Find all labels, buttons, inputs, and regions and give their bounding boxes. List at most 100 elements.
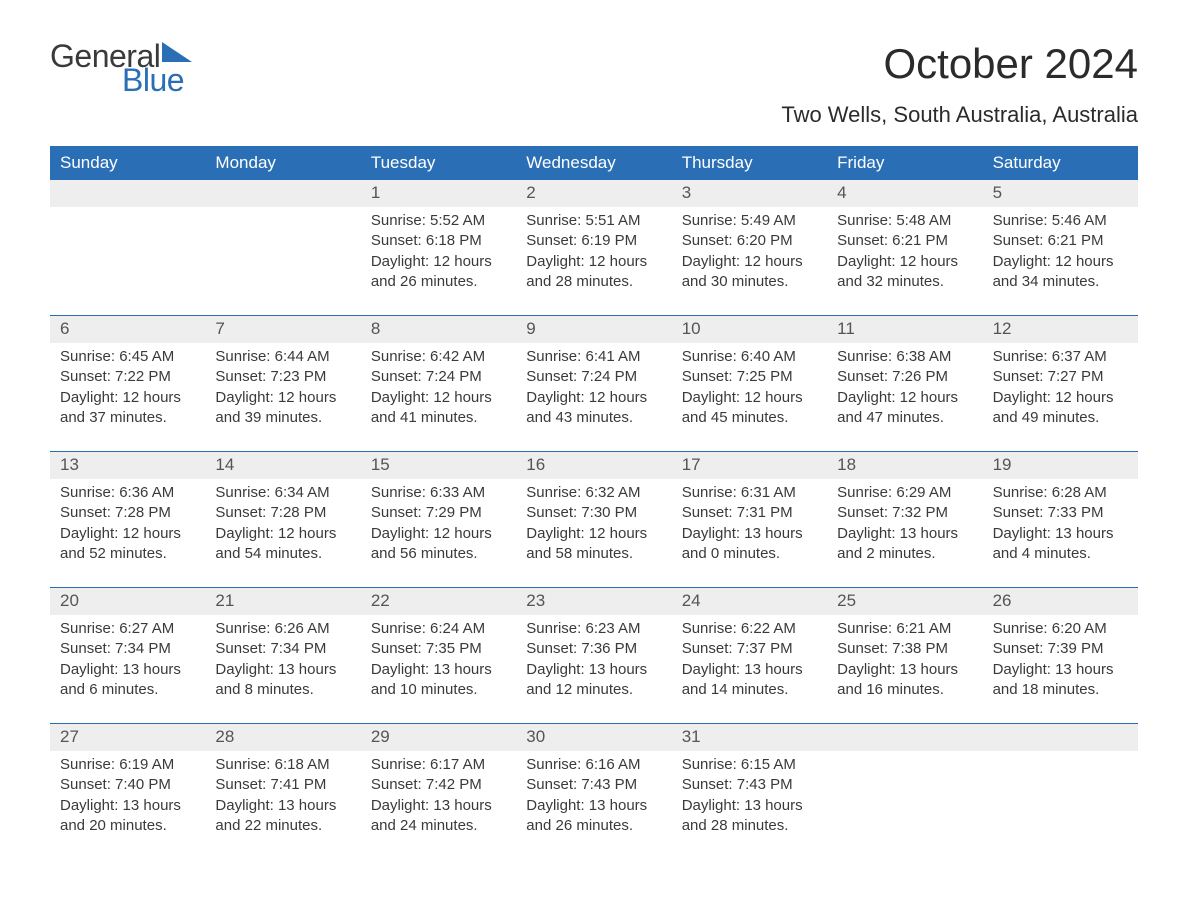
day-cell: Sunrise: 6:31 AMSunset: 7:31 PMDaylight:… xyxy=(672,479,827,587)
day-cell: Sunrise: 6:27 AMSunset: 7:34 PMDaylight:… xyxy=(50,615,205,723)
date-number: 2 xyxy=(516,180,671,207)
week-row: 12345Sunrise: 5:52 AMSunset: 6:18 PMDayl… xyxy=(50,180,1138,315)
day2-text: and 20 minutes. xyxy=(60,816,195,836)
sunrise-text: Sunrise: 6:21 AM xyxy=(837,619,972,639)
sunrise-text: Sunrise: 6:29 AM xyxy=(837,483,972,503)
sunrise-text: Sunrise: 6:37 AM xyxy=(993,347,1128,367)
day1-text: Daylight: 13 hours xyxy=(682,524,817,544)
date-number: 14 xyxy=(205,452,360,479)
day1-text: Daylight: 13 hours xyxy=(837,524,972,544)
week-row: 20212223242526Sunrise: 6:27 AMSunset: 7:… xyxy=(50,587,1138,723)
day1-text: Daylight: 13 hours xyxy=(837,660,972,680)
day2-text: and 24 minutes. xyxy=(371,816,506,836)
day2-text: and 14 minutes. xyxy=(682,680,817,700)
sunset-text: Sunset: 7:32 PM xyxy=(837,503,972,523)
sunset-text: Sunset: 6:21 PM xyxy=(993,231,1128,251)
cells-row: Sunrise: 6:19 AMSunset: 7:40 PMDaylight:… xyxy=(50,751,1138,859)
day1-text: Daylight: 12 hours xyxy=(993,252,1128,272)
day-cell: Sunrise: 6:36 AMSunset: 7:28 PMDaylight:… xyxy=(50,479,205,587)
sunset-text: Sunset: 7:28 PM xyxy=(60,503,195,523)
sunset-text: Sunset: 7:25 PM xyxy=(682,367,817,387)
date-number: 11 xyxy=(827,316,982,343)
day1-text: Daylight: 12 hours xyxy=(60,524,195,544)
day-cell xyxy=(983,751,1138,859)
day1-text: Daylight: 13 hours xyxy=(215,796,350,816)
sunrise-text: Sunrise: 6:22 AM xyxy=(682,619,817,639)
sunset-text: Sunset: 7:43 PM xyxy=(682,775,817,795)
day2-text: and 32 minutes. xyxy=(837,272,972,292)
sunrise-text: Sunrise: 6:19 AM xyxy=(60,755,195,775)
dayname-saturday: Saturday xyxy=(983,146,1138,180)
date-number: 3 xyxy=(672,180,827,207)
sunrise-text: Sunrise: 6:28 AM xyxy=(993,483,1128,503)
dayname-tuesday: Tuesday xyxy=(361,146,516,180)
date-strip: 2728293031 xyxy=(50,724,1138,751)
date-number: 7 xyxy=(205,316,360,343)
day1-text: Daylight: 12 hours xyxy=(682,252,817,272)
sunset-text: Sunset: 7:28 PM xyxy=(215,503,350,523)
sunset-text: Sunset: 6:19 PM xyxy=(526,231,661,251)
day-cell: Sunrise: 5:49 AMSunset: 6:20 PMDaylight:… xyxy=(672,207,827,315)
day2-text: and 0 minutes. xyxy=(682,544,817,564)
sunset-text: Sunset: 7:40 PM xyxy=(60,775,195,795)
day-cell: Sunrise: 6:17 AMSunset: 7:42 PMDaylight:… xyxy=(361,751,516,859)
sunrise-text: Sunrise: 6:32 AM xyxy=(526,483,661,503)
day-cell: Sunrise: 6:26 AMSunset: 7:34 PMDaylight:… xyxy=(205,615,360,723)
sunrise-text: Sunrise: 6:31 AM xyxy=(682,483,817,503)
day1-text: Daylight: 13 hours xyxy=(371,796,506,816)
date-number: 16 xyxy=(516,452,671,479)
sunset-text: Sunset: 7:38 PM xyxy=(837,639,972,659)
sunset-text: Sunset: 7:30 PM xyxy=(526,503,661,523)
day2-text: and 6 minutes. xyxy=(60,680,195,700)
day-cell: Sunrise: 6:32 AMSunset: 7:30 PMDaylight:… xyxy=(516,479,671,587)
date-number xyxy=(50,180,205,207)
day-cell: Sunrise: 6:18 AMSunset: 7:41 PMDaylight:… xyxy=(205,751,360,859)
day-cell: Sunrise: 6:22 AMSunset: 7:37 PMDaylight:… xyxy=(672,615,827,723)
date-strip: 12345 xyxy=(50,180,1138,207)
day1-text: Daylight: 12 hours xyxy=(837,252,972,272)
day1-text: Daylight: 12 hours xyxy=(837,388,972,408)
day1-text: Daylight: 13 hours xyxy=(526,796,661,816)
day2-text: and 4 minutes. xyxy=(993,544,1128,564)
day1-text: Daylight: 12 hours xyxy=(371,388,506,408)
logo-word-blue: Blue xyxy=(122,64,192,96)
day-cell: Sunrise: 6:28 AMSunset: 7:33 PMDaylight:… xyxy=(983,479,1138,587)
day1-text: Daylight: 13 hours xyxy=(682,796,817,816)
sunrise-text: Sunrise: 5:48 AM xyxy=(837,211,972,231)
weeks-container: 12345Sunrise: 5:52 AMSunset: 6:18 PMDayl… xyxy=(50,180,1138,859)
day1-text: Daylight: 13 hours xyxy=(993,524,1128,544)
date-number: 27 xyxy=(50,724,205,751)
sunrise-text: Sunrise: 6:27 AM xyxy=(60,619,195,639)
day1-text: Daylight: 13 hours xyxy=(60,796,195,816)
day-cell: Sunrise: 6:38 AMSunset: 7:26 PMDaylight:… xyxy=(827,343,982,451)
day-cell: Sunrise: 6:34 AMSunset: 7:28 PMDaylight:… xyxy=(205,479,360,587)
day2-text: and 18 minutes. xyxy=(993,680,1128,700)
sunset-text: Sunset: 6:21 PM xyxy=(837,231,972,251)
date-number: 21 xyxy=(205,588,360,615)
date-number: 12 xyxy=(983,316,1138,343)
day1-text: Daylight: 13 hours xyxy=(526,660,661,680)
dayname-wednesday: Wednesday xyxy=(516,146,671,180)
day-cell: Sunrise: 5:52 AMSunset: 6:18 PMDaylight:… xyxy=(361,207,516,315)
sunrise-text: Sunrise: 6:23 AM xyxy=(526,619,661,639)
day-cell: Sunrise: 6:19 AMSunset: 7:40 PMDaylight:… xyxy=(50,751,205,859)
date-strip: 6789101112 xyxy=(50,316,1138,343)
sunset-text: Sunset: 7:27 PM xyxy=(993,367,1128,387)
day1-text: Daylight: 12 hours xyxy=(682,388,817,408)
date-number: 18 xyxy=(827,452,982,479)
sunrise-text: Sunrise: 6:45 AM xyxy=(60,347,195,367)
sunrise-text: Sunrise: 6:26 AM xyxy=(215,619,350,639)
day-cell: Sunrise: 6:44 AMSunset: 7:23 PMDaylight:… xyxy=(205,343,360,451)
date-number: 29 xyxy=(361,724,516,751)
day-cell: Sunrise: 6:16 AMSunset: 7:43 PMDaylight:… xyxy=(516,751,671,859)
dayname-friday: Friday xyxy=(827,146,982,180)
sunset-text: Sunset: 7:33 PM xyxy=(993,503,1128,523)
sunset-text: Sunset: 7:23 PM xyxy=(215,367,350,387)
day2-text: and 34 minutes. xyxy=(993,272,1128,292)
day1-text: Daylight: 12 hours xyxy=(215,524,350,544)
day2-text: and 52 minutes. xyxy=(60,544,195,564)
sunset-text: Sunset: 7:34 PM xyxy=(60,639,195,659)
day2-text: and 39 minutes. xyxy=(215,408,350,428)
date-number: 5 xyxy=(983,180,1138,207)
day1-text: Daylight: 12 hours xyxy=(526,252,661,272)
